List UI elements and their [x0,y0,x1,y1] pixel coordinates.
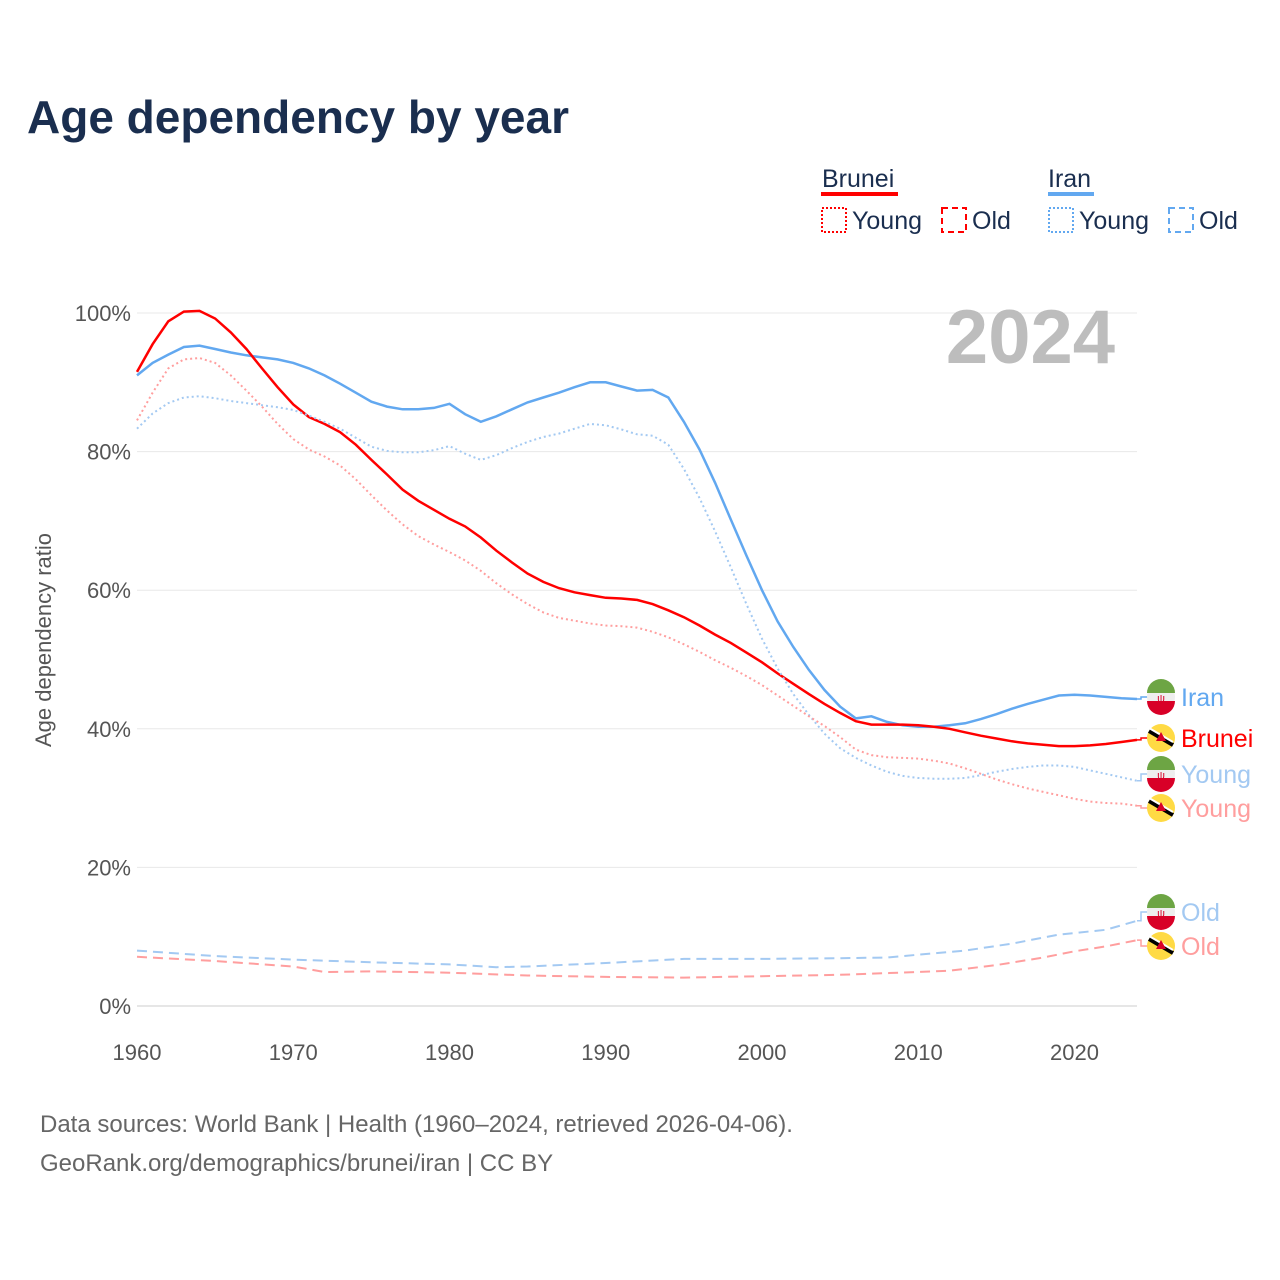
x-tick-label: 1980 [425,1040,474,1065]
legend-iran-swatch [1048,192,1094,196]
svg-text:ψ: ψ [1157,908,1165,920]
y-axis-label: Age dependency ratio [31,533,56,747]
legend-brunei-swatch [821,192,898,196]
iran-flag-icon: ψ [1147,756,1175,792]
legend: Brunei Young Old Iran Young Old [821,165,1238,235]
end-label: Old [1181,933,1220,961]
x-axis-ticks: 1960 1970 1980 1990 2000 2010 2020 [113,1040,1099,1065]
legend-group-iran[interactable]: Iran Young Old [1048,165,1238,235]
source-note: Data sources: World Bank | Health (1960–… [40,1111,793,1138]
legend-young-swatch [1048,207,1074,233]
y-tick-label: 60% [87,578,131,603]
source-link[interactable]: GeoRank.org/demographics/brunei/iran | C… [40,1150,553,1177]
end-label: Brunei [1181,725,1253,753]
x-tick-label: 1990 [581,1040,630,1065]
y-tick-label: 20% [87,855,131,880]
y-axis-ticks: 0% 20% 40% 60% 80% 100% [75,301,131,1019]
end-label: Young [1181,761,1251,789]
brunei-flag-icon [1147,724,1175,752]
x-tick-label: 2010 [894,1040,943,1065]
end-label: Iran [1181,684,1224,712]
end-label-connector [1137,911,1148,922]
y-tick-label: 100% [75,301,131,326]
svg-text:ψ: ψ [1157,693,1165,705]
gridlines [137,312,1137,1007]
legend-group-brunei[interactable]: Brunei Young Old [821,165,1011,235]
legend-iran-young: Young [1079,207,1149,235]
iran-flag-icon: ψ [1147,894,1175,930]
y-tick-label: 0% [99,994,131,1019]
end-label: Old [1181,899,1220,927]
brunei-flag-icon [1147,794,1175,822]
legend-iran-label: Iran [1048,165,1091,193]
legend-brunei-label: Brunei [822,165,894,193]
series-line-iran [136,344,1138,728]
y-tick-label: 40% [87,717,131,742]
end-label-connector [1137,804,1148,809]
end-labels: ψ Iran Brunei ψ Young Young ψ Old Old [1137,679,1253,961]
legend-old-swatch [941,207,967,233]
legend-iran-old: Old [1199,207,1238,235]
legend-brunei-young: Young [852,207,922,235]
end-label: Young [1181,795,1251,823]
chart-title: Age dependency by year [27,91,569,143]
series-line-brunei-old [136,939,1138,979]
series-line-brunei [135,309,1138,748]
end-label-connector [1137,737,1148,741]
x-tick-label: 1960 [113,1040,162,1065]
end-label-connector [1137,939,1148,947]
y-tick-label: 80% [87,440,131,465]
series-lines [135,309,1138,979]
x-tick-label: 2020 [1050,1040,1099,1065]
legend-young-swatch [821,207,847,233]
year-watermark: 2024 [946,295,1115,380]
x-tick-label: 2000 [738,1040,787,1065]
legend-old-swatch [1168,207,1194,233]
svg-text:ψ: ψ [1157,770,1165,782]
x-tick-label: 1970 [269,1040,318,1065]
brunei-flag-icon [1147,932,1175,960]
iran-flag-icon: ψ [1147,679,1175,715]
end-label-connector [1137,696,1148,700]
series-line-iran-old [136,919,1138,969]
series-line-brunei-young [136,356,1138,807]
legend-brunei-old: Old [972,207,1011,235]
end-label-connector [1137,773,1148,782]
series-line-iran-young [136,395,1138,782]
